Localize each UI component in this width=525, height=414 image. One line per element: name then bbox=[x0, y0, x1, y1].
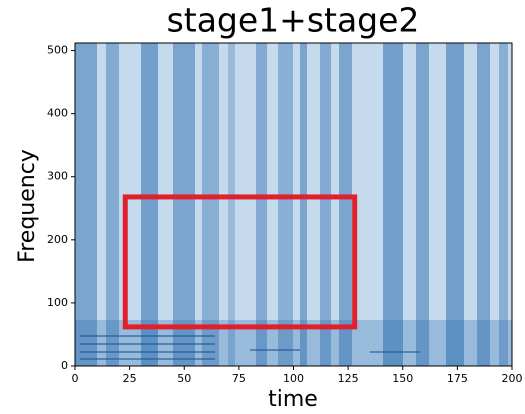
x-axis-label: time bbox=[268, 387, 318, 412]
x-tick-label: 150 bbox=[392, 372, 413, 385]
x-tick-label: 175 bbox=[447, 372, 468, 385]
x-tick-label: 125 bbox=[338, 372, 359, 385]
spectrogram-texture bbox=[75, 43, 512, 366]
y-tick-label: 0 bbox=[61, 359, 68, 372]
x-tick-label: 50 bbox=[177, 372, 191, 385]
x-tick-label: 0 bbox=[72, 372, 79, 385]
y-tick-label: 200 bbox=[47, 233, 68, 246]
spectrogram-image bbox=[75, 43, 512, 366]
x-tick-label: 200 bbox=[502, 372, 523, 385]
harmonic-lines bbox=[80, 335, 420, 360]
x-tick-label: 25 bbox=[123, 372, 137, 385]
x-tick-label: 100 bbox=[283, 372, 304, 385]
y-tick-label: 300 bbox=[47, 170, 68, 183]
highlight-box bbox=[122, 194, 358, 330]
x-tick-label: 75 bbox=[232, 372, 246, 385]
y-tick-label: 500 bbox=[47, 44, 68, 57]
y-tick-label: 400 bbox=[47, 107, 68, 120]
chart-title: stage1+stage2 bbox=[167, 1, 420, 40]
y-tick-label: 100 bbox=[47, 296, 68, 309]
y-axis-label: Frequency bbox=[15, 149, 40, 263]
